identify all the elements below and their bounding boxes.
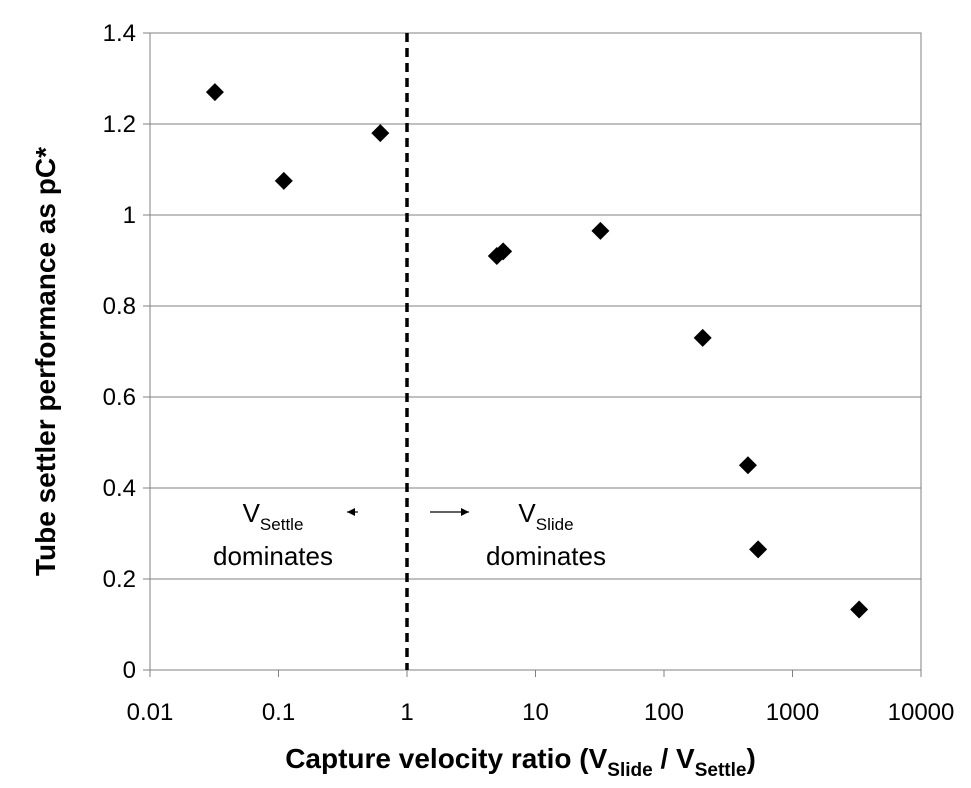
annotation-slide-label: VSlide [518,498,573,534]
x-axis-ticks: 0.01 0.1 1 10 100 1000 10000 [127,670,955,726]
y-tick-label: 1.4 [103,20,136,47]
x-tick-label: 10 [522,699,549,726]
y-tick-label: 0.8 [103,293,136,320]
y-axis-title: Tube settler performance as pC* [30,147,61,576]
data-point [850,600,869,619]
annotation-settle-label: VSettle [243,498,304,534]
arrow-left-head [347,508,355,516]
x-tick-label: 1000 [766,699,819,726]
data-point [749,540,768,559]
data-point [591,221,610,240]
y-tick-label: 0 [123,657,136,684]
annotation-slide-text: dominates [486,541,606,571]
x-tick-label: 100 [644,699,684,726]
y-axis-ticks: 0 0.2 0.4 0.6 0.8 1 1.2 1.4 [103,20,150,684]
x-axis-title: Capture velocity ratio (VSlide / VSettle… [285,743,756,781]
data-point [738,456,757,475]
data-point [371,124,390,143]
data-points [205,83,869,619]
y-tick-label: 0.2 [103,566,136,593]
plot-area-border [149,32,922,671]
data-point [494,242,513,261]
x-tick-label: 10000 [888,699,955,726]
y-tick-label: 1.2 [103,111,136,138]
y-tick-label: 1 [123,202,136,229]
x-tick-label: 0.1 [262,699,295,726]
data-point [693,328,712,347]
annotation-settle-text: dominates [213,541,333,571]
gridlines [150,123,921,580]
data-point [274,171,293,190]
arrow-right-head [461,508,469,516]
y-tick-label: 0.6 [103,384,136,411]
x-tick-label: 0.01 [127,699,174,726]
data-point [205,83,224,102]
y-tick-label: 0.4 [103,475,136,502]
x-tick-label: 1 [400,699,413,726]
annotations: VSettle dominates VSlide dominates [213,498,606,571]
